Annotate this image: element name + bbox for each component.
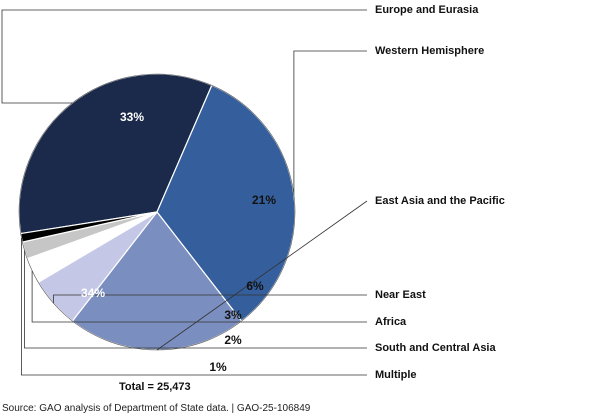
slice-value-label-south-and-central-asia: 2% xyxy=(224,333,242,347)
leader-line-africa xyxy=(31,270,367,323)
legend-label-south-and-central-asia: South and Central Asia xyxy=(375,342,496,354)
slice-labels: 34% 33% 21% 6% 3% 2% 1% xyxy=(81,110,276,374)
slice-value-label-western-hemisphere: 33% xyxy=(120,110,144,124)
leader-line-western-hemisphere xyxy=(293,50,367,195)
legend-labels: Europe and Eurasia Western Hemisphere East… xyxy=(375,4,505,381)
legend-label-western-hemisphere: Western Hemisphere xyxy=(375,45,484,57)
legend-label-multiple: Multiple xyxy=(375,369,417,381)
slice-value-label-multiple: 1% xyxy=(209,360,227,374)
legend-label-near-east: Near East xyxy=(375,289,426,301)
leader-lines xyxy=(1,9,368,376)
slice-value-label-east-asia-and-the-pacific: 21% xyxy=(252,193,276,207)
leader-line-east-asia-and-the-pacific xyxy=(156,200,368,351)
total-label: Total = 25,473 xyxy=(119,381,191,393)
leader-line-near-east xyxy=(53,294,367,304)
slice-value-label-europe-and-eurasia: 34% xyxy=(81,286,105,300)
leader-line-south-and-central-asia xyxy=(24,250,367,349)
source-note: Source: GAO analysis of Department of St… xyxy=(2,403,311,414)
legend-label-europe-and-eurasia: Europe and Eurasia xyxy=(375,4,479,16)
leader-line-multiple xyxy=(20,237,367,376)
slice-value-label-africa: 3% xyxy=(224,308,242,322)
pie-slices xyxy=(18,73,296,351)
legend-label-africa: Africa xyxy=(375,316,407,328)
slice-value-label-near-east: 6% xyxy=(246,279,264,293)
leader-line-europe-and-eurasia xyxy=(1,9,367,104)
legend-label-east-asia-and-the-pacific: East Asia and the Pacific xyxy=(375,195,505,207)
